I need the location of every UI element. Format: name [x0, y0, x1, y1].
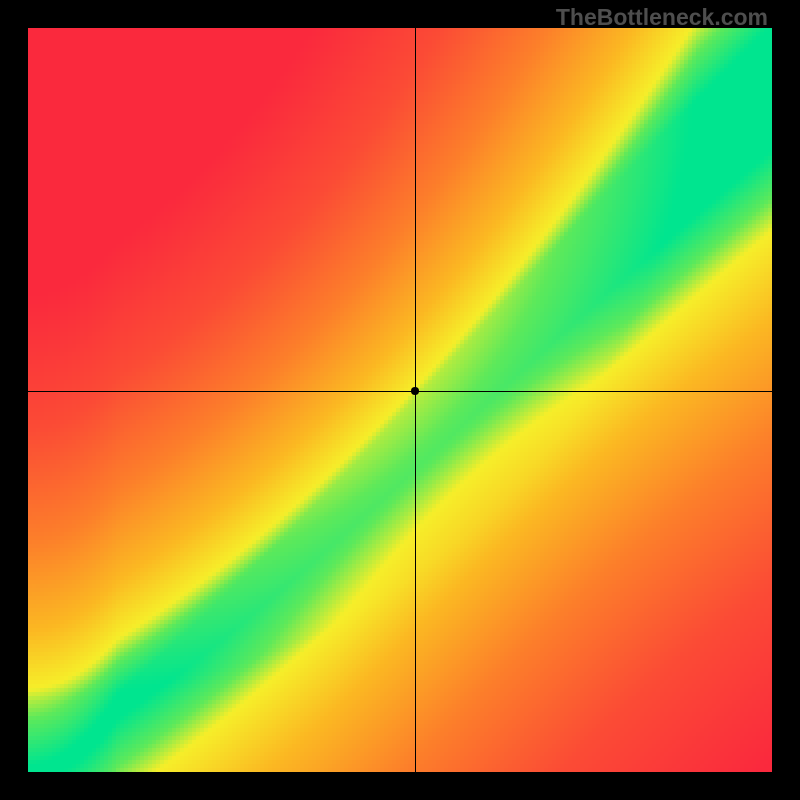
- chart-container: TheBottleneck.com: [0, 0, 800, 800]
- bottleneck-heatmap: [0, 0, 800, 800]
